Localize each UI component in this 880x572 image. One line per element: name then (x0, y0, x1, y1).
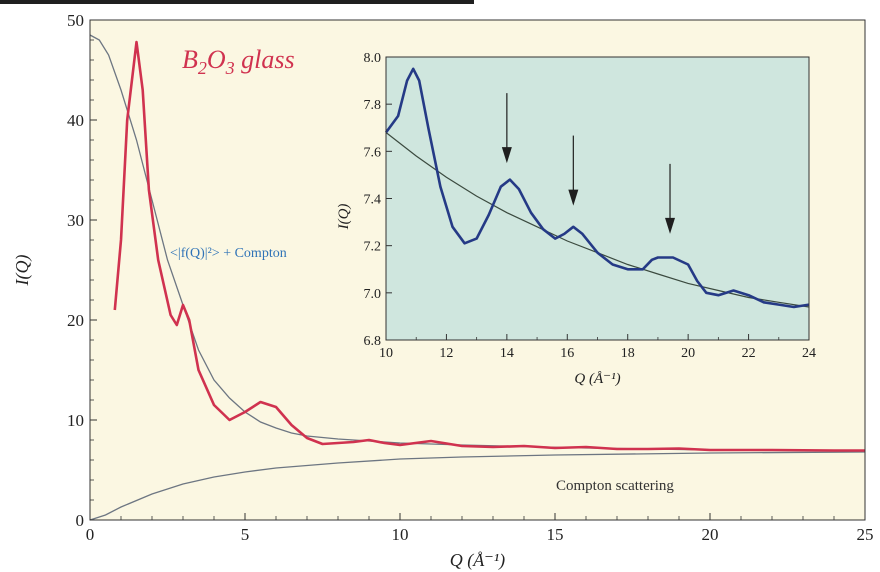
inset-x-tick-label: 18 (621, 346, 635, 361)
inset-plot-frame (385, 56, 810, 341)
main-y-axis-label: I(Q) (12, 255, 33, 287)
main-y-tick-label: 40 (67, 111, 84, 130)
inset-x-tick-label: 24 (802, 346, 816, 361)
inset-y-tick-label: 7.0 (364, 287, 382, 302)
inset-arrows (501, 93, 676, 234)
inset-y-tick-label: 7.2 (364, 240, 382, 255)
main-x-tick-label: 20 (702, 525, 719, 544)
main-y-tick-label: 10 (67, 411, 84, 430)
inset-measured-curve (384, 67, 810, 309)
main-plot-frame (89, 19, 866, 521)
inset-plot-area (386, 57, 809, 340)
main-y-tick-label: 0 (76, 511, 85, 530)
inset-y-tick-label: 6.8 (364, 334, 382, 349)
main-x-tick-label: 0 (86, 525, 95, 544)
inset-arrow-head (568, 189, 579, 206)
inset-y-tick-label: 8.0 (364, 51, 382, 66)
measured-curve (113, 40, 865, 452)
main-y-tick-label: 30 (67, 211, 84, 230)
main-x-tick-label: 5 (241, 525, 250, 544)
main-x-tick-label: 25 (857, 525, 874, 544)
inset-y-tick-label: 7.6 (364, 145, 382, 160)
inset-x-tick-label: 20 (681, 346, 695, 361)
top-rule (0, 0, 474, 4)
inset-x-tick-label: 12 (439, 346, 453, 361)
inset-x-axis-label: Q (Å⁻¹) (574, 371, 620, 387)
inset-y-tick-label: 7.8 (364, 98, 382, 113)
inset-series (384, 67, 810, 309)
compton-curve-label: Compton scattering (556, 478, 674, 494)
main-y-tick-label: 20 (67, 311, 84, 330)
inset-y-tick-label: 7.4 (364, 193, 382, 208)
main-x-tick-label: 15 (547, 525, 564, 544)
model-curve-label: <|f(Q)|²> + Compton (170, 246, 287, 261)
main-series (89, 34, 866, 521)
main-x-axis-label: Q (Å⁻¹) (450, 550, 505, 571)
inset-x-tick-label: 10 (379, 346, 393, 361)
inset-arrow-head (665, 217, 676, 234)
inset-y-axis-label: I(Q) (336, 204, 352, 231)
main-axis-ticks: 0 5 10 15 20 25 0 10 20 30 40 50 (67, 11, 874, 544)
inset-axis-ticks: 10 12 14 16 18 20 22 24 6.8 7.0 7.2 7.4 7.6 7.8 8.0 (364, 51, 817, 361)
main-title: B2O3 glass (182, 45, 295, 78)
main-x-tick-label: 10 (392, 525, 409, 544)
inset-x-tick-label: 22 (742, 346, 756, 361)
inset-x-tick-label: 16 (560, 346, 574, 361)
inset-x-tick-label: 14 (500, 346, 514, 361)
inset-arrow-head (501, 147, 512, 164)
main-y-tick-label: 50 (67, 11, 84, 30)
compton-curve (89, 451, 866, 521)
